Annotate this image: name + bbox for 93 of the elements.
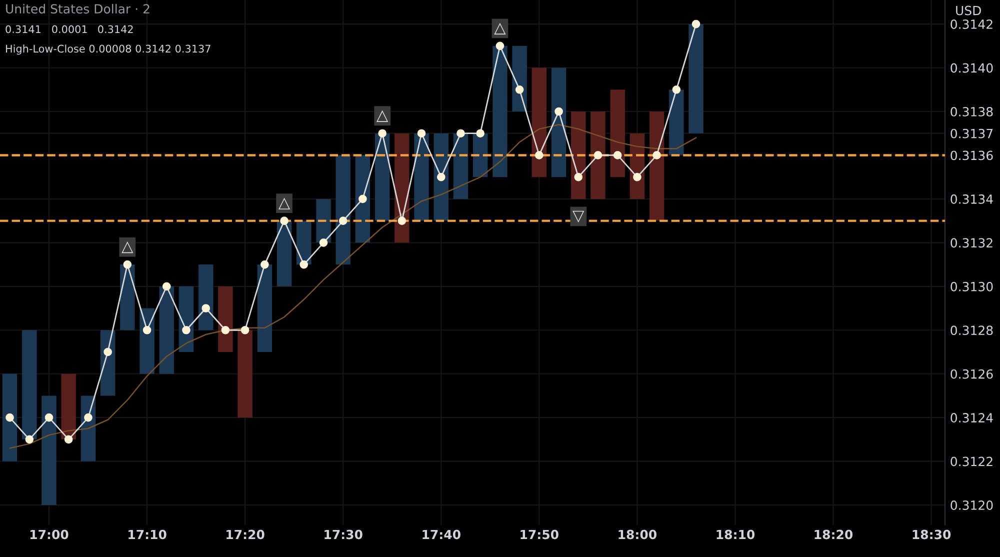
bar (316, 198, 331, 243)
bar (218, 286, 233, 352)
bar (610, 90, 625, 178)
point (417, 129, 426, 138)
bar (257, 264, 272, 352)
point (594, 151, 602, 160)
point (378, 129, 386, 138)
y-tick-label: 0.3132 (950, 238, 992, 248)
x-tick-label: 17:10 (128, 530, 166, 540)
point (142, 326, 152, 334)
y-tick-label: 0.3138 (950, 106, 993, 116)
annotation: △ (122, 241, 134, 254)
point (221, 326, 230, 334)
point (64, 435, 73, 444)
annotation: 0.3141 (6, 25, 40, 34)
point (476, 129, 484, 138)
y-tick-label: 0.3142 (950, 20, 992, 29)
y-tick-label: 0.3124 (950, 413, 993, 422)
x-tick-label: 18:00 (618, 530, 656, 540)
y-tick-label: 0.3120 (950, 500, 993, 510)
bar (22, 330, 37, 440)
point (436, 172, 446, 182)
bar (532, 68, 547, 178)
annotation: 0.0001 (52, 25, 87, 34)
bar (159, 286, 174, 374)
y-tick-label: 0.3136 (950, 150, 993, 160)
chart-title: United States Dollar · 2 (6, 4, 150, 14)
point (240, 326, 250, 334)
y-tick-label: 0.3128 (950, 326, 993, 336)
point (574, 172, 583, 182)
point (692, 20, 700, 28)
bar (669, 90, 684, 156)
point (338, 216, 348, 225)
point (456, 129, 465, 138)
point (672, 85, 681, 94)
annotation: △ (376, 110, 388, 122)
y-tick-label: 0.3140 (950, 63, 993, 73)
point (398, 216, 406, 225)
bar (2, 374, 18, 462)
x-tick-label: 17:00 (30, 530, 68, 540)
x-tick-label: 17:50 (520, 530, 558, 540)
bar (492, 46, 508, 178)
point (496, 42, 504, 50)
x-tick-label: 18:20 (814, 530, 853, 540)
point (633, 172, 642, 182)
point (44, 413, 54, 422)
point (652, 151, 661, 160)
bar (61, 374, 76, 440)
bar (238, 330, 252, 418)
y-tick-label: 0.3130 (950, 282, 993, 292)
point (534, 151, 544, 160)
bar (394, 133, 410, 243)
bar (42, 396, 56, 506)
point (300, 260, 308, 269)
y-tick-label: 0.3126 (950, 369, 993, 379)
annotation: △ (494, 22, 506, 35)
bar (649, 111, 664, 221)
x-tick-label: 17:20 (226, 530, 264, 540)
bar (336, 155, 350, 265)
x-tick-label: 18:10 (716, 530, 755, 540)
point (319, 238, 328, 247)
annotation: High-Low-Close 0.00008 0.3142 0.3137 (6, 44, 210, 55)
bar (551, 68, 566, 178)
point (202, 304, 210, 312)
bar (198, 264, 214, 330)
point (260, 260, 269, 269)
point (182, 326, 190, 334)
x-tick-label: 17:40 (422, 530, 460, 540)
annotation: △ (278, 198, 290, 210)
point (613, 151, 622, 160)
line-series (9, 124, 697, 449)
annotation: ▽ (572, 210, 584, 223)
bar (688, 24, 704, 134)
point (6, 413, 14, 422)
point (123, 260, 132, 269)
annotation: 0.3142 (98, 25, 133, 34)
point (25, 435, 34, 444)
x-tick-label: 17:30 (324, 530, 362, 540)
point (280, 216, 288, 225)
x-tick-label: 18:30 (912, 530, 951, 540)
point (554, 107, 563, 116)
y-tick-label: 0.3134 (950, 194, 993, 204)
y-axis-title: USD (956, 6, 981, 16)
bar (120, 264, 135, 330)
point (162, 282, 171, 291)
point (515, 85, 524, 94)
point (84, 413, 92, 422)
y-tick-label: 0.3137 (950, 128, 993, 138)
y-tick-label: 0.3122 (950, 456, 992, 466)
point (358, 194, 367, 204)
bar (276, 220, 292, 286)
point (104, 348, 112, 356)
bar (590, 111, 606, 199)
